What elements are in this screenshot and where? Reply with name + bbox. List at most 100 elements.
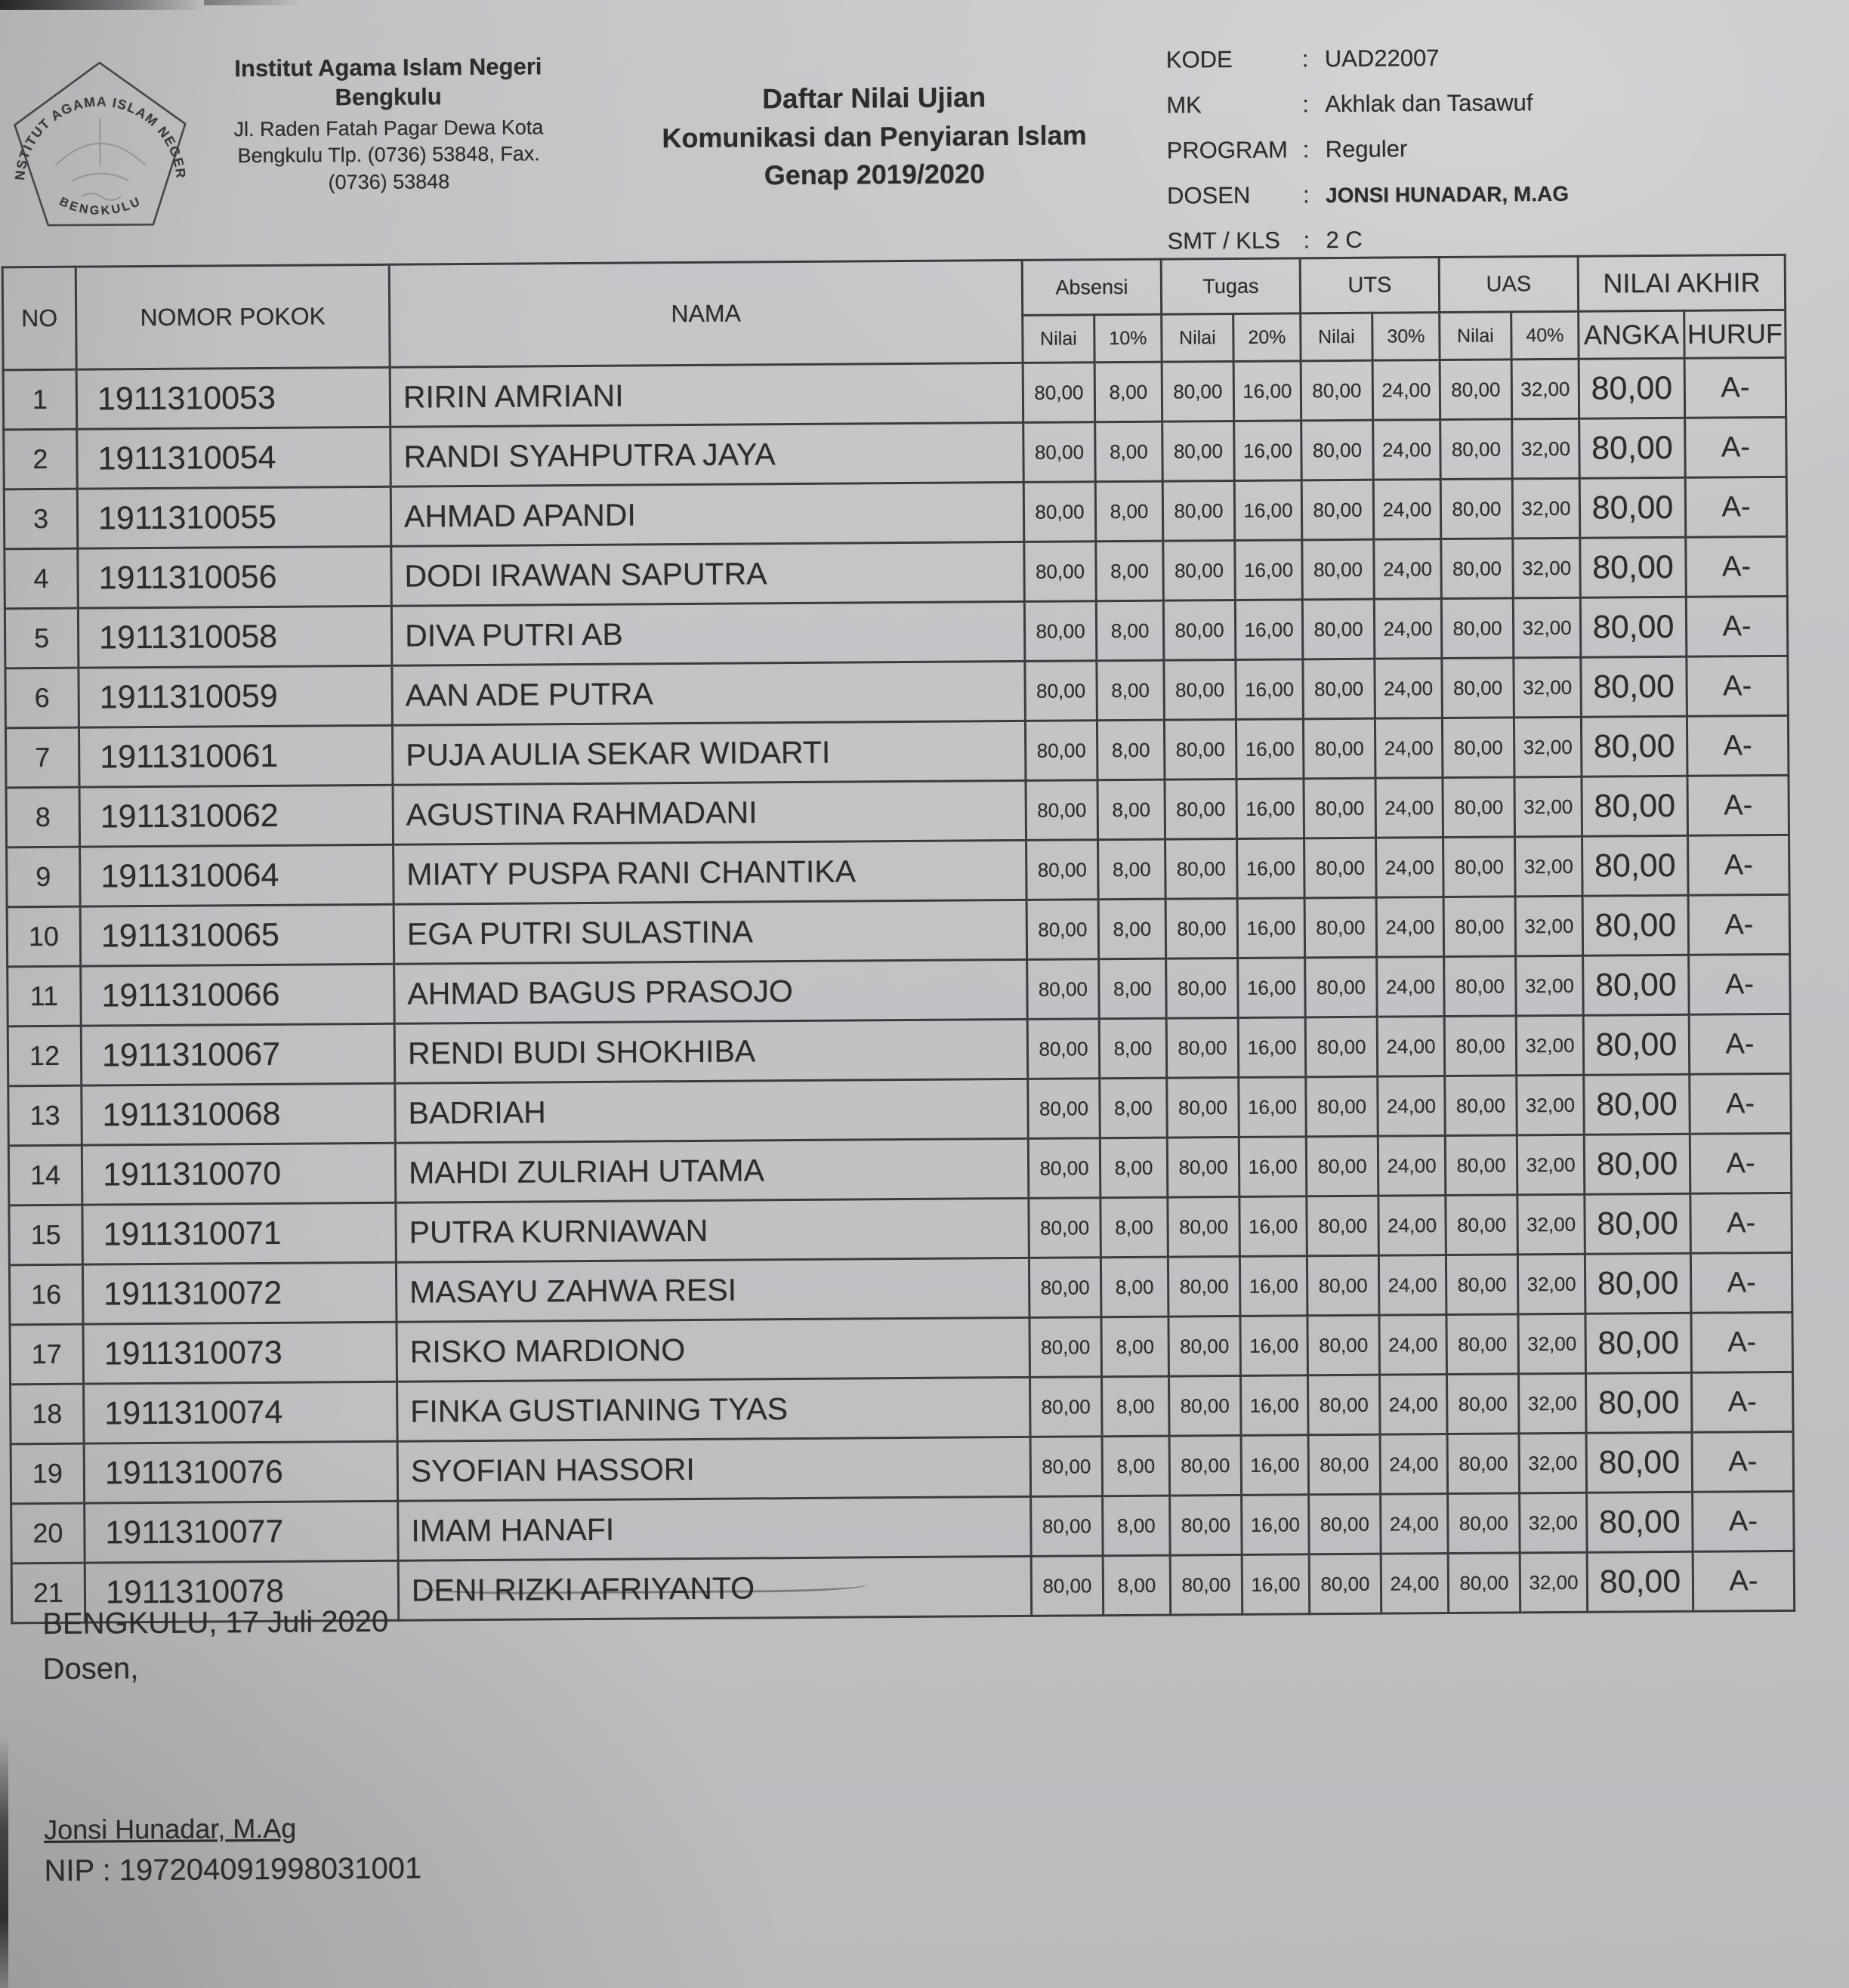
final-score-cell: 80,00 [1582,895,1689,956]
dosen-label: Dosen, [42,1652,139,1687]
student-id-cell: 1911310059 [78,665,393,728]
student-id-cell: 1911310074 [83,1381,398,1444]
absensi-score-cell: 80,00 [1025,779,1098,841]
tugas-weighted-cell: 16,00 [1238,1017,1306,1078]
meta-label: SMT / KLS [1167,227,1280,255]
uas-weighted-cell: 32,00 [1517,1314,1586,1374]
student-id-cell: 1911310065 [80,904,394,967]
student-id-cell: 1911310066 [80,964,395,1026]
uts-weighted-cell: 24,00 [1377,1016,1445,1077]
absensi-weighted-cell: 8,00 [1097,839,1166,900]
absensi-score-cell: 80,00 [1027,1018,1100,1079]
uas-score-cell: 80,00 [1443,896,1516,957]
final-score-cell: 80,00 [1584,1193,1691,1255]
uts-weighted-cell: 24,00 [1379,1374,1448,1435]
student-id-cell: 1911310071 [82,1202,397,1265]
row-number-cell: 6 [5,668,79,728]
final-letter-cell: A- [1688,954,1791,1015]
uas-score-cell: 80,00 [1446,1314,1519,1375]
uas-score-cell: 80,00 [1446,1373,1520,1434]
absensi-weighted-cell: 8,00 [1100,1257,1168,1317]
tugas-score-cell: 80,00 [1167,1137,1239,1198]
final-letter-cell: A- [1690,1133,1792,1194]
tugas-weighted-cell: 16,00 [1241,1494,1310,1555]
uas-weighted-cell: 32,00 [1519,1493,1588,1553]
institution-name-line1: Institut Agama Islam Negeri [234,53,542,82]
meta-value: UAD22007 [1324,45,1440,73]
row-number-cell: 17 [9,1324,84,1384]
signature-block: Jonsi Hunadar, M.Ag NIP : 19720409199803… [44,1809,421,1894]
uts-weighted-cell: 24,00 [1378,1255,1446,1316]
uas-weighted-cell: 32,00 [1514,776,1582,837]
student-id-cell: 1911310055 [77,486,391,549]
row-number-cell: 20 [11,1503,85,1564]
uas-weighted-cell: 32,00 [1514,836,1583,897]
grades-table-head: NO NOMOR POKOK NAMA Absensi Tugas UTS UA… [2,255,1786,370]
uas-score-cell: 80,00 [1440,538,1514,599]
final-score-cell: 80,00 [1579,418,1686,479]
row-number-cell: 13 [8,1085,82,1146]
uts-weighted-cell: 24,00 [1380,1493,1449,1554]
uts-score-cell: 80,00 [1306,1136,1378,1196]
photo-edge-artifact-top-2 [204,0,302,5]
uts-score-cell: 80,00 [1306,1196,1379,1256]
tugas-score-cell: 80,00 [1164,719,1236,780]
student-name-cell: PUJA AULIA SEKAR WIDARTI [392,721,1026,786]
final-letter-cell: A- [1691,1372,1794,1433]
title-line1: Daftar Nilai Ujian [761,82,986,115]
uas-score-cell: 80,00 [1440,478,1513,539]
row-number-cell: 12 [8,1026,82,1086]
header-absensi: Absensi [1022,259,1162,316]
student-id-cell: 1911310058 [78,606,392,668]
tugas-score-cell: 80,00 [1165,958,1239,1019]
uas-score-cell: 80,00 [1443,955,1517,1017]
absensi-weighted-cell: 8,00 [1100,1197,1168,1258]
student-name-cell: AGUSTINA RAHMADANI [393,780,1026,845]
meta-label: PROGRAM [1166,136,1288,164]
tugas-weighted-cell: 16,00 [1241,1434,1309,1496]
student-name-cell: MASAYU ZAHWA RESI [396,1258,1029,1323]
header-uts-nilai: Nilai [1300,313,1373,361]
final-score-cell: 80,00 [1586,1492,1693,1553]
final-letter-cell: A- [1687,715,1789,776]
final-letter-cell: A- [1685,477,1787,538]
final-letter-cell: A- [1689,1014,1791,1075]
tugas-weighted-cell: 16,00 [1235,659,1304,720]
meta-separator: : [1302,91,1309,118]
uts-score-cell: 80,00 [1307,1375,1381,1435]
uts-weighted-cell: 24,00 [1381,1553,1449,1614]
svg-text:BENGKULU: BENGKULU [57,194,144,218]
uas-weighted-cell: 32,00 [1519,1433,1587,1493]
uas-weighted-cell: 32,00 [1516,1015,1584,1076]
final-score-cell: 80,00 [1584,1134,1690,1195]
tugas-score-cell: 80,00 [1170,1554,1242,1616]
tugas-score-cell: 80,00 [1162,480,1235,542]
logo-bottom-text: BENGKULU [57,194,144,218]
tugas-score-cell: 80,00 [1167,1196,1240,1258]
student-name-cell: RIRIN AMRIANI [390,363,1023,428]
meta-value: JONSI HUNADAR, M.AG [1325,181,1570,208]
absensi-score-cell: 80,00 [1029,1257,1101,1318]
tugas-weighted-cell: 16,00 [1233,360,1301,421]
meta-row-smt-kls: SMT / KLS : 2 C [1167,224,1824,255]
final-letter-cell: A- [1688,894,1790,955]
document-title: Daftar Nilai Ujian Komunikasi dan Penyia… [613,77,1135,196]
uts-weighted-cell: 24,00 [1378,1314,1447,1375]
final-score-cell: 80,00 [1587,1551,1693,1613]
uas-weighted-cell: 32,00 [1517,1134,1585,1195]
tugas-score-cell: 80,00 [1166,1077,1239,1138]
photo-edge-artifact-top [0,0,204,10]
uas-score-cell: 80,00 [1447,1433,1520,1494]
meta-row-dosen: DOSEN : JONSI HUNADAR, M.AG [1167,178,1824,210]
tugas-weighted-cell: 16,00 [1236,838,1305,899]
student-id-cell: 1911310073 [82,1322,397,1384]
student-id-cell: 1911310067 [81,1023,395,1086]
tugas-score-cell: 80,00 [1162,361,1234,422]
student-name-cell: FINKA GUSTIANING TYAS [397,1377,1031,1442]
header-nama: NAMA [389,260,1023,368]
final-score-cell: 80,00 [1582,776,1688,837]
meta-label: KODE [1165,45,1233,73]
absensi-weighted-cell: 8,00 [1096,600,1164,661]
uas-weighted-cell: 32,00 [1512,478,1580,539]
student-name-cell: EGA PUTRI SULASTINA [394,900,1027,965]
